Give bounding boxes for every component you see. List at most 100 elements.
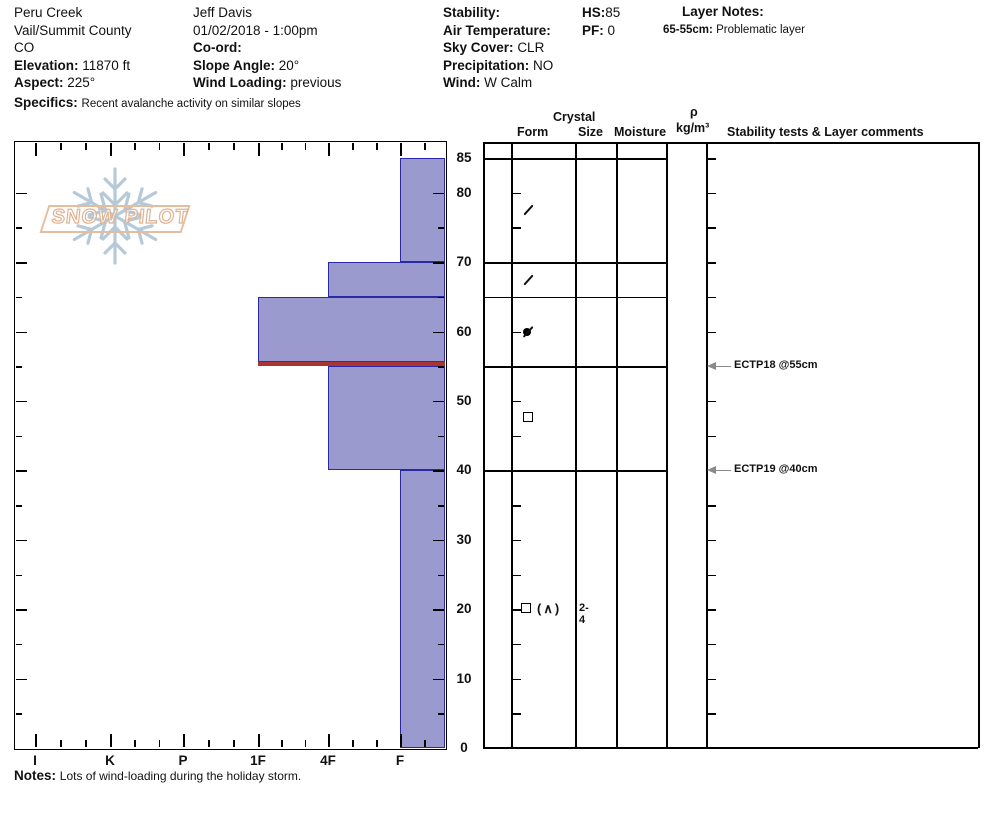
layer-boundary-line — [483, 470, 666, 472]
hardness-tick — [158, 143, 161, 150]
form-column-header: Form — [517, 125, 549, 139]
table-top-line — [483, 142, 978, 144]
layer-note-text: Problematic layer — [716, 24, 805, 36]
crystal-form-symbol-facets — [521, 603, 531, 614]
precipitation-label: Precipitation: — [443, 57, 530, 73]
depth-label: 10 — [456, 670, 472, 686]
depth-label: 50 — [456, 392, 472, 408]
depth-tick — [16, 366, 22, 368]
air-temp-label: Air Temperature: — [443, 22, 551, 38]
depth-label: 0 — [460, 740, 468, 755]
depth-tick — [433, 262, 444, 264]
table-depth-tick — [708, 574, 716, 576]
table-depth-tick — [708, 192, 716, 195]
header-conditions-block: Stability: Air Temperature: Sky Cover: C… — [443, 4, 553, 92]
notes-value: Lots of wind-loading during the holiday … — [59, 769, 302, 783]
wind-loading-label: Wind Loading: — [193, 75, 287, 90]
depth-tick — [16, 296, 22, 299]
pf-row: PF: 0 — [582, 22, 620, 40]
hardness-tick — [400, 734, 402, 747]
depth-tick — [16, 470, 27, 472]
hardness-tick — [85, 740, 87, 747]
hardness-tick — [233, 143, 235, 150]
crystal-column-header: Crystal — [553, 110, 596, 124]
table-depth-tick — [708, 262, 716, 264]
site-name: Peru Creek — [14, 5, 83, 20]
wind-loading-row: Wind Loading: previous — [193, 74, 341, 92]
notes-row: Notes: Lots of wind-loading during the h… — [14, 768, 301, 783]
table-column-line — [511, 142, 513, 748]
table-depth-tick — [513, 331, 521, 333]
header-summary-block: HS:85 PF: 0 — [582, 4, 620, 39]
depth-tick — [433, 331, 444, 334]
table-depth-tick — [513, 539, 521, 542]
hardness-tick — [304, 740, 307, 747]
precipitation-value: NO — [533, 57, 554, 73]
slope-angle-label: Slope Angle: — [193, 57, 276, 73]
density-units-header: kg/m³ — [676, 121, 710, 135]
hardness-tick — [208, 143, 210, 150]
snowflake-logo-icon — [66, 167, 164, 265]
layer-note-row: 65-55cm: Problematic layer — [663, 24, 805, 36]
layer-boundary-line — [483, 262, 666, 264]
depth-tick — [16, 192, 27, 195]
table-depth-tick — [708, 435, 716, 438]
slope-angle-value: 20° — [278, 57, 300, 73]
crystal-form-symbol-decomposing — [523, 274, 534, 285]
specifics-label: Specifics: — [14, 95, 78, 110]
wind-value: W Calm — [484, 75, 533, 90]
depth-label: 60 — [456, 323, 472, 339]
hardness-tick — [424, 740, 426, 747]
aspect-value: 225° — [67, 75, 96, 90]
depth-tick — [438, 366, 444, 368]
crystal-form-symbol-facets — [523, 412, 533, 423]
depth-label: 80 — [456, 184, 472, 200]
table-depth-tick — [708, 400, 716, 403]
sky-cover-value: CLR — [517, 40, 545, 55]
elevation-label: Elevation: — [14, 57, 79, 73]
hardness-label: P — [178, 753, 188, 768]
hs-value: 85 — [605, 5, 621, 20]
stability-test-annotation: ECTP18 @55cm — [734, 359, 818, 372]
table-column-line — [978, 142, 980, 748]
depth-tick — [433, 609, 444, 611]
hardness-tick — [208, 740, 210, 747]
specifics-value: Recent avalanche activity on similar slo… — [81, 98, 301, 110]
table-depth-tick — [708, 227, 716, 229]
header-observer-block: Jeff Davis 01/02/2018 - 1:00pm Co-ord: S… — [193, 4, 341, 92]
hardness-profile-plot-frame — [14, 141, 447, 750]
hardness-label: F — [395, 753, 405, 768]
hardness-tick — [183, 143, 185, 156]
site-region: Vail/Summit County — [14, 22, 132, 38]
table-depth-tick — [513, 435, 521, 438]
snow-layer-bar — [400, 158, 445, 263]
hardness-label: 1F — [250, 753, 266, 768]
grain-size-value: 2-4 — [579, 602, 589, 627]
depth-tick — [438, 713, 444, 715]
table-depth-tick — [708, 505, 716, 507]
observer-name: Jeff Davis — [193, 5, 253, 20]
hardness-tick — [258, 143, 260, 156]
depth-tick — [16, 539, 27, 542]
hardness-tick — [158, 740, 161, 747]
size-column-header: Size — [578, 125, 604, 139]
hardness-tick — [352, 740, 354, 747]
layer-notes-title: Layer Notes: — [682, 4, 764, 19]
hardness-label: K — [105, 753, 115, 768]
coord-row: Co-ord: — [193, 39, 341, 57]
test-arrow-icon — [707, 362, 716, 371]
comments-column-header: Stability tests & Layer comments — [727, 125, 924, 139]
hs-row: HS:85 — [582, 4, 620, 22]
table-depth-tick — [513, 678, 521, 681]
pf-label: PF: — [582, 22, 604, 38]
hardness-tick — [328, 143, 330, 156]
wind-row: Wind: W Calm — [443, 74, 553, 92]
depth-tick — [16, 574, 22, 577]
hardness-tick — [424, 143, 426, 150]
table-depth-tick — [708, 539, 716, 542]
hardness-label: 4F — [320, 753, 336, 768]
depth-tick — [16, 643, 22, 646]
sky-cover-row: Sky Cover: CLR — [443, 39, 553, 57]
depth-tick — [438, 435, 444, 438]
layer-note-depth: 65-55cm: — [663, 24, 713, 36]
